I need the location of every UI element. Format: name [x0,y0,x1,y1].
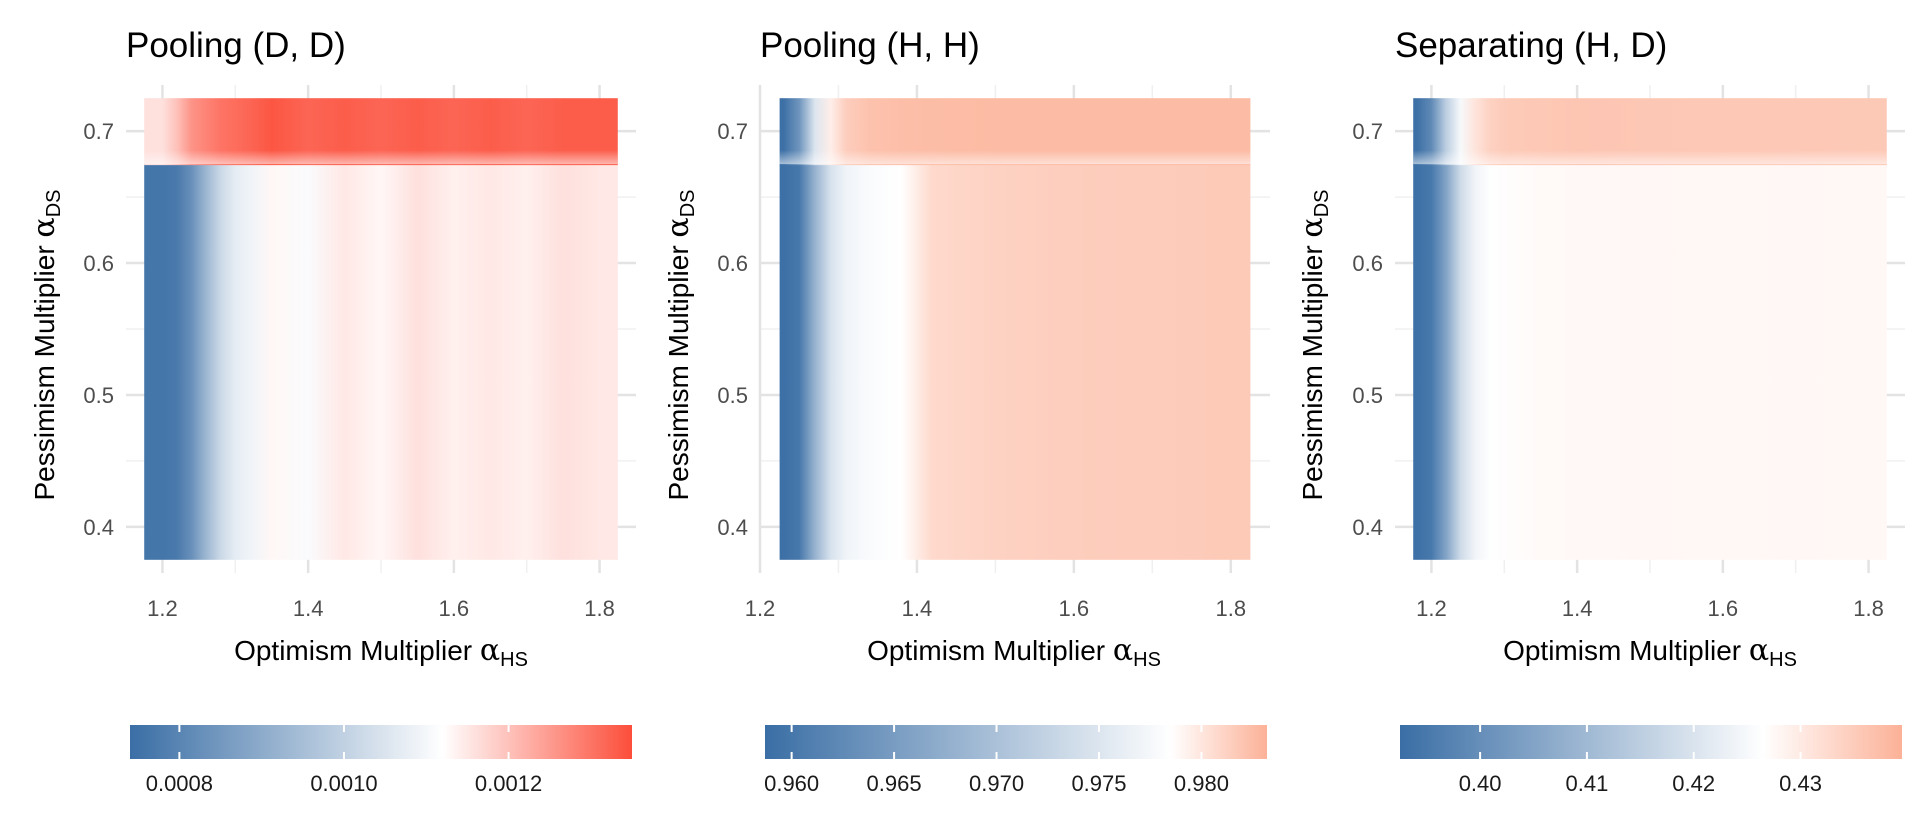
x-tick-label: 1.6 [1708,596,1739,621]
x-tick-label: 1.2 [745,596,776,621]
y-tick-label: 0.7 [83,119,114,144]
heatmap-transition [1413,150,1887,165]
x-tick-label: 1.4 [293,596,324,621]
plot-area: 1.2 1.4 1.6 1.8 0.4 0.5 0.6 0.7 [717,85,1270,621]
panel-pooling-dd: Pooling (D, D) 1.2 1.4 1.6 1.80.40.50.60.7 … [27,26,636,796]
colorbar: 0.0008 0.0010 0.0012 [130,725,632,796]
y-tick-label: 0.5 [1352,383,1383,408]
panel-separating-hd: Separating (H, D) 1.2 1.4 1.6 1.8 0.4 0.5 0.6 0… [1295,26,1905,796]
y-tick-label: 0.4 [83,515,114,540]
colorbar-tick-label: 0.42 [1672,771,1715,796]
x-tick-label: 1.8 [584,596,615,621]
x-tick-label: 1.6 [1059,596,1090,621]
y-tick-label: 0.7 [717,119,748,144]
colorbar-gradient [765,725,1267,759]
plot-area: 1.2 1.4 1.6 1.8 0.4 0.5 0.6 0.7 [1352,85,1905,621]
colorbar-tick-label: 0.0008 [146,771,213,796]
y-axis-label: Pessimism Multiplier αDS [661,190,699,501]
chart-title: Pooling (H, H) [760,26,980,65]
colorbar-tick-label: 0.965 [867,771,922,796]
colorbar-tick-label: 0.960 [764,771,819,796]
heatmap-transition [144,150,618,165]
plot-area: 1.2 1.4 1.6 1.8 0.4 0.5 0.6 0.7 [83,85,636,621]
heatmap-region-lower [779,164,1251,560]
colorbar: 0.960 0.965 0.970 0.975 0.980 [764,725,1267,796]
y-axis-label: Pessimism Multiplier αDS [1295,190,1333,501]
x-axis-label: Optimism Multiplier αHS [1503,633,1797,671]
colorbar-tick-label: 0.0012 [475,771,542,796]
y-tick-label: 0.6 [717,251,748,276]
colorbar-tick-label: 0.975 [1071,771,1126,796]
colorbar-tick-label: 0.970 [969,771,1024,796]
colorbar-tick-label: 0.41 [1566,771,1609,796]
x-axis-label: Optimism Multiplier αHS [234,633,528,671]
y-axis-label: Pessimism Multiplier αDS [27,190,65,501]
x-tick-label: 1.2 [1416,596,1447,621]
x-axis-label: Optimism Multiplier αHS [867,633,1161,671]
colorbar-gradient [1400,725,1902,759]
chart-title: Separating (H, D) [1395,26,1667,65]
y-tick-label: 0.6 [83,251,114,276]
heatmap-region-lower [1413,164,1887,560]
x-tick-label: 1.4 [902,596,933,621]
colorbar: 0.40 0.41 0.42 0.43 [1400,725,1902,796]
x-tick-label: 1.2 [147,596,178,621]
y-tick-label: 0.4 [717,515,748,540]
colorbar-tick-label: 0.980 [1174,771,1229,796]
y-tick-label: 0.5 [83,383,114,408]
heatmap-region-lower [144,164,618,560]
colorbar-gradient [130,725,632,759]
heatmap-transition [779,150,1251,165]
y-tick-label: 0.5 [717,383,748,408]
x-tick-label: 1.8 [1215,596,1246,621]
y-tick-label: 0.6 [1352,251,1383,276]
y-tick-label: 0.7 [1352,119,1383,144]
chart-title: Pooling (D, D) [126,26,346,65]
panel-pooling-hh: Pooling (H, H) 1.2 1.4 1.6 1.80.40.50.60.7 … [661,26,1270,796]
colorbar-tick-label: 0.40 [1459,771,1502,796]
x-tick-label: 1.6 [439,596,470,621]
y-tick-label: 0.4 [1352,515,1383,540]
colorbar-tick-label: 0.43 [1779,771,1822,796]
colorbar-tick-label: 0.0010 [310,771,377,796]
x-tick-label: 1.8 [1853,596,1884,621]
x-tick-label: 1.4 [1562,596,1593,621]
